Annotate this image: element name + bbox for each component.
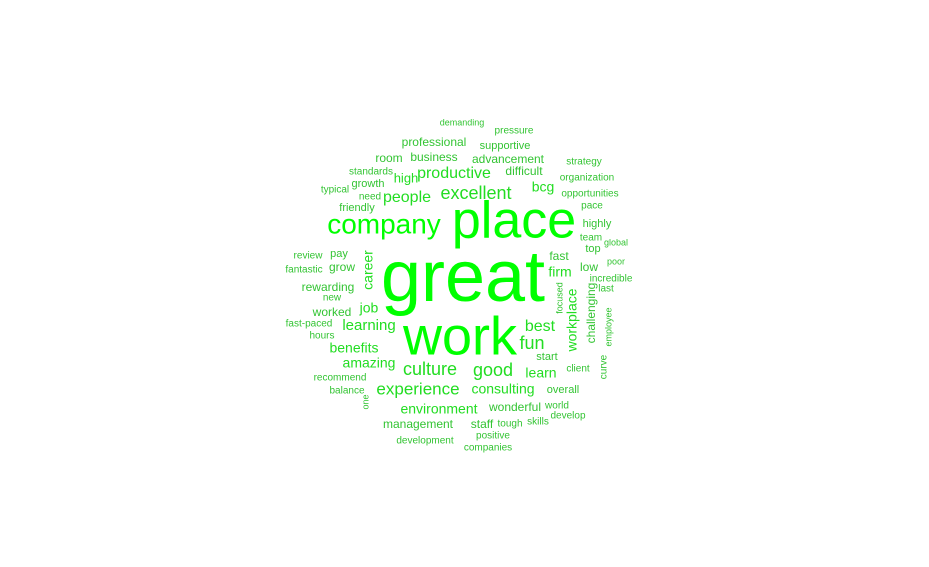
word-pressure: pressure <box>495 126 534 137</box>
word-excellent: excellent <box>440 183 511 203</box>
word-amazing: amazing <box>343 355 396 371</box>
word-culture: culture <box>403 359 457 379</box>
word-focused: focused <box>554 282 564 314</box>
word-place: place <box>452 192 576 250</box>
word-advancement: advancement <box>472 152 545 166</box>
word-typical: typical <box>321 185 349 196</box>
word-strategy: strategy <box>566 157 602 168</box>
word-supportive: supportive <box>480 140 531 152</box>
word-workplace: workplace <box>564 288 580 352</box>
word-worked: worked <box>312 305 352 319</box>
word-top: top <box>585 243 600 255</box>
word-productive: productive <box>417 165 491 182</box>
word-pace: pace <box>581 201 603 212</box>
word-fun: fun <box>519 333 544 353</box>
word-good: good <box>473 360 513 380</box>
word-recommend: recommend <box>314 373 367 384</box>
word-challenging: challenging <box>584 283 598 344</box>
word-low: low <box>580 260 598 274</box>
word-best: best <box>525 318 556 335</box>
word-standards: standards <box>349 167 393 178</box>
word-job: job <box>359 300 379 316</box>
word-positive: positive <box>476 431 510 442</box>
word-great: great <box>381 237 545 317</box>
word-global: global <box>604 237 628 247</box>
word-new: new <box>323 293 342 304</box>
word-skills: skills <box>527 417 549 428</box>
word-fantastic: fantastic <box>285 265 322 276</box>
word-balance: balance <box>329 386 364 397</box>
word-highly: highly <box>583 218 612 230</box>
word-team: team <box>580 233 602 244</box>
word-overall: overall <box>547 384 579 396</box>
word-curve: curve <box>599 354 610 379</box>
word-environment: environment <box>400 401 477 417</box>
word-fast-paced: fast-paced <box>286 319 333 330</box>
word-one: one <box>360 394 370 409</box>
word-company: company <box>327 208 441 239</box>
word-wonderful: wonderful <box>488 400 541 414</box>
word-hours: hours <box>309 331 334 342</box>
word-opportunities: opportunities <box>561 189 618 200</box>
word-start: start <box>536 351 557 363</box>
word-consulting: consulting <box>471 381 534 397</box>
word-management: management <box>383 417 454 431</box>
word-need: need <box>359 192 381 203</box>
word-experience: experience <box>376 379 459 398</box>
word-professional: professional <box>402 135 467 149</box>
word-development: development <box>396 436 453 447</box>
word-develop: develop <box>550 411 585 422</box>
word-grow: grow <box>329 260 355 274</box>
word-work: work <box>402 306 518 366</box>
word-people: people <box>383 189 431 206</box>
word-staff: staff <box>471 417 494 431</box>
word-business: business <box>410 150 457 164</box>
word-growth: growth <box>351 178 384 190</box>
word-poor: poor <box>607 256 625 266</box>
word-learning: learning <box>342 317 395 334</box>
word-bcg: bcg <box>532 179 555 195</box>
word-rewarding: rewarding <box>302 280 355 294</box>
word-room: room <box>375 151 402 165</box>
word-companies: companies <box>464 443 512 454</box>
word-difficult: difficult <box>505 164 543 178</box>
word-fast: fast <box>549 249 569 263</box>
word-employee: employee <box>603 307 613 346</box>
word-last: last <box>598 284 614 295</box>
word-firm: firm <box>548 264 571 280</box>
word-client: client <box>566 364 590 375</box>
word-organization: organization <box>560 173 614 184</box>
word-learn: learn <box>525 365 556 381</box>
word-friendly: friendly <box>339 202 375 214</box>
word-demanding: demanding <box>440 117 485 127</box>
word-high: high <box>394 170 419 185</box>
word-review: review <box>294 251 324 262</box>
word-career: career <box>360 250 376 290</box>
word-tough: tough <box>497 419 522 430</box>
word-pay: pay <box>330 248 348 260</box>
word-incredible: incredible <box>590 274 633 285</box>
word-benefits: benefits <box>329 340 378 356</box>
word-world: world <box>544 401 569 412</box>
